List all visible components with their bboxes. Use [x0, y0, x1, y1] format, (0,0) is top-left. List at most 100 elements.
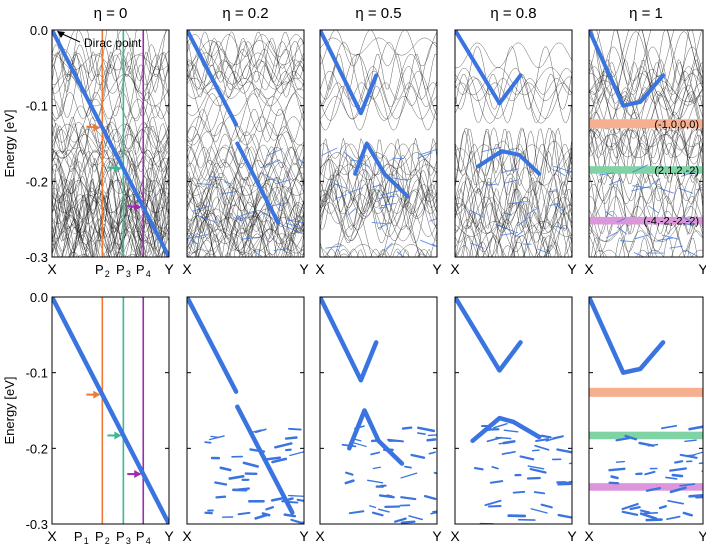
band-fragment	[371, 452, 379, 454]
band-fragment	[266, 507, 272, 509]
band-fragment	[662, 426, 676, 428]
band-fragment	[675, 461, 682, 462]
panel-10-plot	[589, 297, 706, 520]
y-tick-label: -0.1	[26, 366, 48, 381]
gap-label: (-1,0,0,0)	[654, 119, 699, 131]
band-fragment	[616, 462, 624, 463]
band-fragment	[531, 509, 547, 513]
band-fragment	[401, 497, 415, 499]
band-fragment	[535, 492, 544, 493]
band-fragment	[429, 452, 435, 453]
band-fragment	[428, 439, 435, 440]
y-axis-label: Energy [eV]	[2, 110, 17, 178]
band-fragment	[542, 436, 551, 438]
band-fragment	[494, 424, 507, 428]
y-tick-label: -0.2	[26, 441, 48, 456]
band-series-1	[320, 297, 376, 380]
band-fragment	[395, 519, 406, 522]
band-fragment	[291, 520, 301, 523]
background-band	[187, 34, 304, 56]
band-fragment	[528, 208, 538, 214]
vline-label-sub-p4: 4	[146, 536, 151, 546]
background-band	[187, 179, 304, 195]
band-fragment	[418, 433, 425, 434]
band-fragment	[533, 450, 539, 451]
band-fragment	[502, 452, 514, 454]
x-label-right: Y	[432, 261, 442, 277]
x-label-right: Y	[698, 528, 706, 544]
band-fragment	[289, 429, 301, 430]
vline-label-p3: P	[116, 529, 125, 544]
band-fragment	[635, 234, 652, 239]
band-fragment	[210, 177, 222, 178]
background-band	[320, 66, 437, 107]
band-fragment	[647, 520, 662, 521]
band-fragment	[379, 509, 389, 512]
band-fragment	[403, 428, 411, 429]
band-series-1	[589, 297, 663, 373]
background-band	[320, 249, 437, 269]
band-fragment	[658, 238, 673, 240]
band-fragment	[230, 476, 243, 478]
band-fragment	[421, 240, 436, 246]
band-fragment	[491, 481, 502, 483]
band-fragment	[197, 183, 211, 184]
band-fragment	[401, 473, 417, 478]
band-fragment	[368, 480, 383, 482]
x-label-left: X	[47, 528, 57, 544]
x-label-left: X	[182, 261, 192, 277]
background-band	[52, 65, 169, 118]
band-series-2	[473, 418, 540, 441]
x-label-right: Y	[164, 528, 174, 544]
band-fragment	[667, 517, 680, 520]
band-fragment	[686, 455, 694, 456]
band-fragment	[486, 184, 497, 185]
band-fragment	[648, 445, 657, 446]
x-label-left: X	[47, 261, 57, 277]
band-fragment	[666, 477, 677, 479]
background-band	[187, 253, 304, 271]
band-fragment	[430, 215, 447, 221]
x-label-left: X	[450, 261, 460, 277]
panel-3-plot	[320, 30, 447, 293]
band-fragment	[272, 498, 282, 500]
gap-highlight-orange	[589, 388, 703, 397]
background-band	[320, 202, 437, 236]
panel-title: η = 0	[94, 5, 128, 22]
band-fragment	[373, 467, 380, 468]
vline-label-p2: P	[95, 529, 104, 544]
band-fragment	[641, 514, 656, 519]
y-tick-label: 0.0	[30, 290, 48, 305]
band-fragment	[623, 512, 637, 515]
band-fragment	[535, 446, 548, 450]
band-fragment	[285, 515, 295, 517]
band-fragment	[631, 507, 640, 509]
background-band	[589, 237, 703, 297]
panel-9-plot	[455, 297, 581, 524]
panel-title: η = 0.5	[355, 5, 401, 22]
band-fragment	[690, 495, 704, 496]
band-fragment	[670, 468, 686, 470]
band-fragment	[501, 232, 518, 235]
vline-label-p3: P	[116, 262, 125, 277]
band-fragment	[349, 209, 355, 215]
band-fragment	[557, 450, 572, 453]
y-tick-label: 0.0	[30, 23, 48, 38]
band-series-1	[187, 297, 236, 392]
band-fragment	[489, 506, 501, 507]
band-fragment	[659, 188, 674, 193]
band-fragment	[386, 243, 392, 249]
band-fragment	[644, 513, 657, 514]
band-fragment	[670, 246, 682, 248]
band-fragment	[239, 513, 250, 514]
panel-5-plot	[589, 14, 703, 297]
band-fragment	[409, 516, 422, 520]
x-label-left: X	[450, 528, 460, 544]
gap-label: (2,1,2,-2)	[654, 165, 699, 177]
band-fragment	[684, 513, 692, 515]
band-fragment	[221, 468, 230, 470]
vline-label-p2: P	[95, 262, 104, 277]
band-series-1	[455, 297, 521, 370]
background-band	[320, 143, 437, 158]
